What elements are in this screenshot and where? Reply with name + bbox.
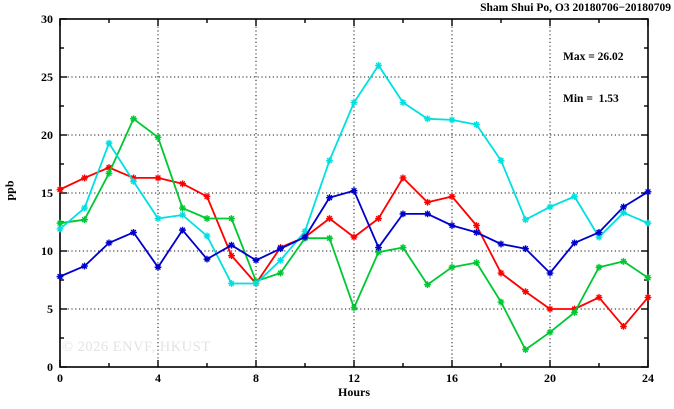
series-cyan-markers — [56, 62, 652, 287]
min-value-label: Min = 1.53 — [563, 93, 619, 105]
series-blue-markers — [56, 187, 652, 280]
x-axis-label: Hours — [337, 385, 370, 399]
svg-text:15: 15 — [41, 186, 53, 200]
x-tick-labels: 0 4 8 12 16 20 24 — [57, 371, 654, 385]
svg-text:0: 0 — [47, 360, 53, 374]
maxmin-annotation: Max = 26.02 Min = 1.53 — [563, 22, 624, 134]
svg-text:16: 16 — [446, 371, 458, 385]
y-axis-label: ppb — [2, 180, 17, 201]
max-value-label: Max = 26.02 — [563, 51, 624, 63]
chart-title: Sham Shui Po, O3 20180706−20180709 — [480, 2, 671, 14]
series-cyan — [56, 62, 652, 287]
series-green — [56, 115, 652, 353]
svg-text:24: 24 — [642, 371, 654, 385]
svg-text:0: 0 — [57, 371, 63, 385]
watermark: © 2026 ENVF, HKUST — [62, 339, 211, 355]
svg-text:20: 20 — [41, 128, 53, 142]
svg-text:5: 5 — [47, 302, 53, 316]
svg-text:12: 12 — [348, 371, 360, 385]
svg-text:4: 4 — [155, 371, 161, 385]
svg-text:20: 20 — [544, 371, 556, 385]
series-red — [56, 164, 652, 330]
svg-text:30: 30 — [41, 12, 53, 26]
svg-text:25: 25 — [41, 70, 53, 84]
y-tick-labels: 0 5 10 15 20 25 30 — [41, 12, 53, 374]
svg-text:10: 10 — [41, 244, 53, 258]
series-blue — [56, 187, 652, 280]
svg-text:8: 8 — [253, 371, 259, 385]
